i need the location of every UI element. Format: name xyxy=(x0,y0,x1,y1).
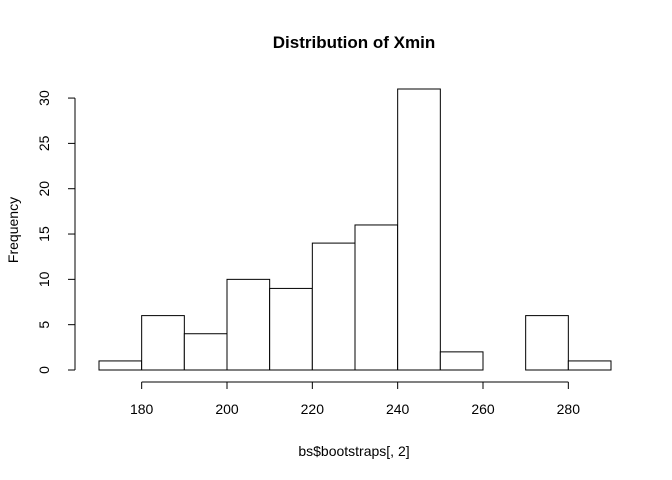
x-tick-label: 180 xyxy=(130,401,154,417)
bars-group xyxy=(98,88,612,371)
y-axis-label: Frequency xyxy=(5,197,21,263)
x-tick-label: 260 xyxy=(471,401,495,417)
histogram-bar xyxy=(567,360,612,371)
x-axis: 180 200 220 240 260 280 xyxy=(130,381,581,417)
y-axis: 0 5 10 15 20 25 30 xyxy=(36,90,76,374)
histogram-bar xyxy=(525,315,569,371)
y-tick-label: 30 xyxy=(36,90,52,106)
x-tick-label: 280 xyxy=(557,401,581,417)
histogram-bar xyxy=(269,287,313,371)
x-tick-label: 200 xyxy=(215,401,239,417)
histogram-bar xyxy=(98,360,143,371)
y-tick-label: 10 xyxy=(36,271,52,287)
y-tick-label: 0 xyxy=(36,366,52,374)
histogram-bar xyxy=(183,333,228,371)
y-tick-label: 20 xyxy=(36,181,52,197)
y-tick-label: 25 xyxy=(36,135,52,151)
x-tick-label: 240 xyxy=(386,401,410,417)
x-tick-label: 220 xyxy=(301,401,325,417)
histogram-bar xyxy=(311,242,356,371)
y-tick-label: 5 xyxy=(36,321,52,329)
histogram-bar xyxy=(397,88,441,371)
histogram-bar xyxy=(439,351,484,371)
histogram-bar xyxy=(141,315,185,371)
x-axis-label: bs$bootstraps[, 2] xyxy=(298,443,409,459)
y-tick-label: 15 xyxy=(36,226,52,242)
histogram-bar xyxy=(354,224,399,371)
histogram-bar xyxy=(226,278,271,371)
chart-title: Distribution of Xmin xyxy=(273,33,435,52)
